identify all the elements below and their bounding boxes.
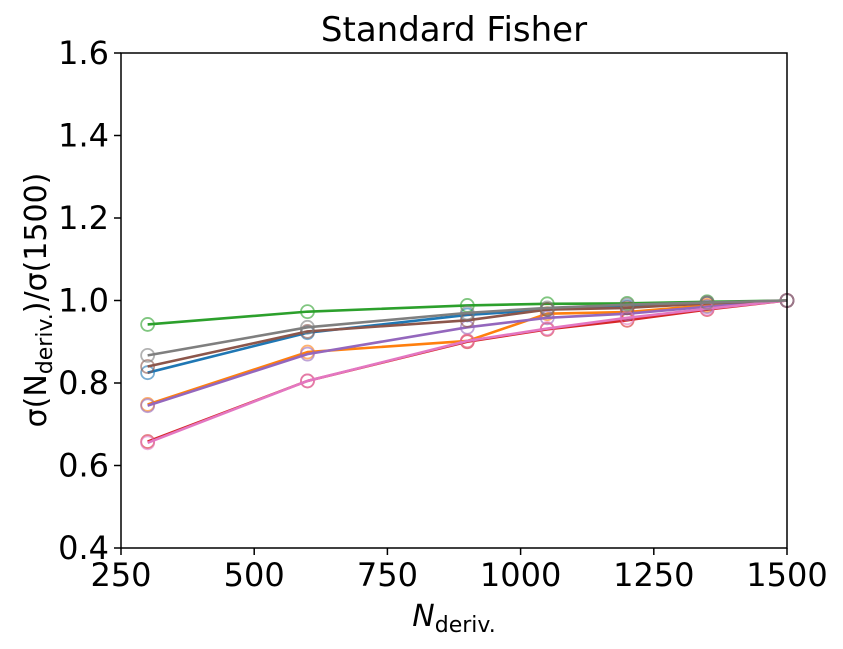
data-point xyxy=(300,324,315,339)
data-point xyxy=(459,305,475,321)
data-point xyxy=(140,317,156,332)
data-point xyxy=(300,304,315,320)
data-point xyxy=(300,319,315,335)
data-point xyxy=(699,295,715,310)
y-tick-label: 1.2 xyxy=(58,199,109,237)
plot-frame xyxy=(120,52,788,549)
x-axis: 250 500 750 1000 1250 1500 xyxy=(90,548,828,594)
series-line xyxy=(147,299,788,407)
series-layer xyxy=(140,293,795,451)
y-axis: 0.4 0.6 0.8 1.0 1.2 1.4 1.6 xyxy=(58,34,121,567)
y-tick-label: 0.8 xyxy=(58,364,109,402)
y-axis-label-prefix: σ(N xyxy=(19,374,54,427)
y-tick-label: 1.6 xyxy=(58,34,109,72)
data-point xyxy=(140,347,156,363)
data-point xyxy=(300,346,315,362)
data-point xyxy=(539,310,555,326)
x-axis-label: Nderiv. xyxy=(412,599,495,638)
y-axis-label-sub: deriv. xyxy=(33,313,58,374)
data-point xyxy=(459,333,475,349)
data-point xyxy=(300,373,315,389)
data-point xyxy=(140,435,156,451)
x-tick-label: 750 xyxy=(357,556,418,594)
y-tick-label: 0.6 xyxy=(58,447,109,485)
x-axis-label-sub: deriv. xyxy=(435,613,496,638)
data-point xyxy=(140,359,156,374)
x-axis-label-main: N xyxy=(412,599,434,634)
x-tick-label: 1500 xyxy=(746,556,827,594)
plot-area xyxy=(120,52,795,549)
series-line xyxy=(147,299,788,357)
data-point xyxy=(619,297,635,313)
y-axis-label-suffix: )/σ(1500) xyxy=(19,173,54,314)
x-tick-label: 250 xyxy=(90,556,151,594)
data-point xyxy=(140,398,156,414)
y-axis-label: σ(Nderiv.)/σ(1500) xyxy=(19,173,58,428)
y-tick-label: 0.4 xyxy=(58,529,109,567)
x-tick-label: 1000 xyxy=(480,556,561,594)
series-8 xyxy=(140,293,795,363)
chart-title: Standard Fisher xyxy=(321,10,587,50)
y-tick-label: 1.4 xyxy=(58,117,109,155)
data-point xyxy=(539,300,555,316)
x-tick-label: 1250 xyxy=(613,556,694,594)
data-point xyxy=(539,321,555,336)
x-tick-label: 500 xyxy=(224,556,285,594)
y-tick-label: 1.0 xyxy=(58,282,109,320)
